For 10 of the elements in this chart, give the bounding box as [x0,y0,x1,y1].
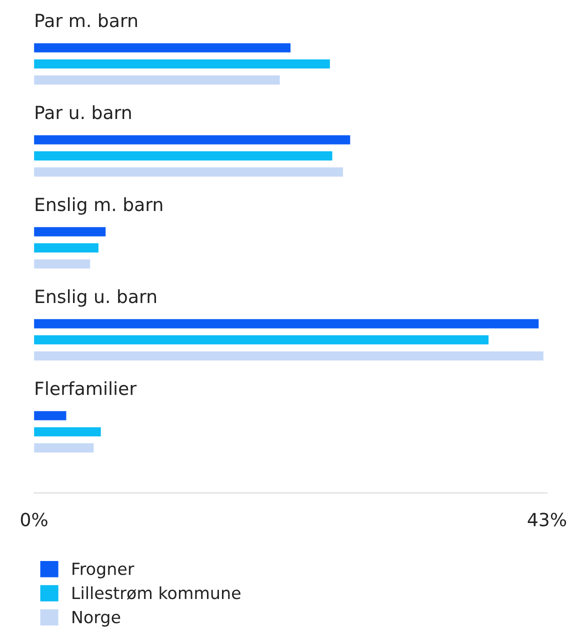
y-tick-label: Par m. barn [36,13,137,28]
legend-label: Norge [72,610,120,627]
legend-label: Lillestrøm kommune [72,586,240,600]
y-tick-label: Flerfamilier [36,381,137,396]
x-tick-label: 0% [20,512,48,526]
legend-label: Frogner [72,562,134,578]
x-tick-label: 43% [528,512,566,526]
y-tick-label: Enslig m. barn [36,197,162,215]
y-tick-label: Par u. barn [36,105,131,120]
y-tick-label: Enslig u. barn [36,289,156,307]
